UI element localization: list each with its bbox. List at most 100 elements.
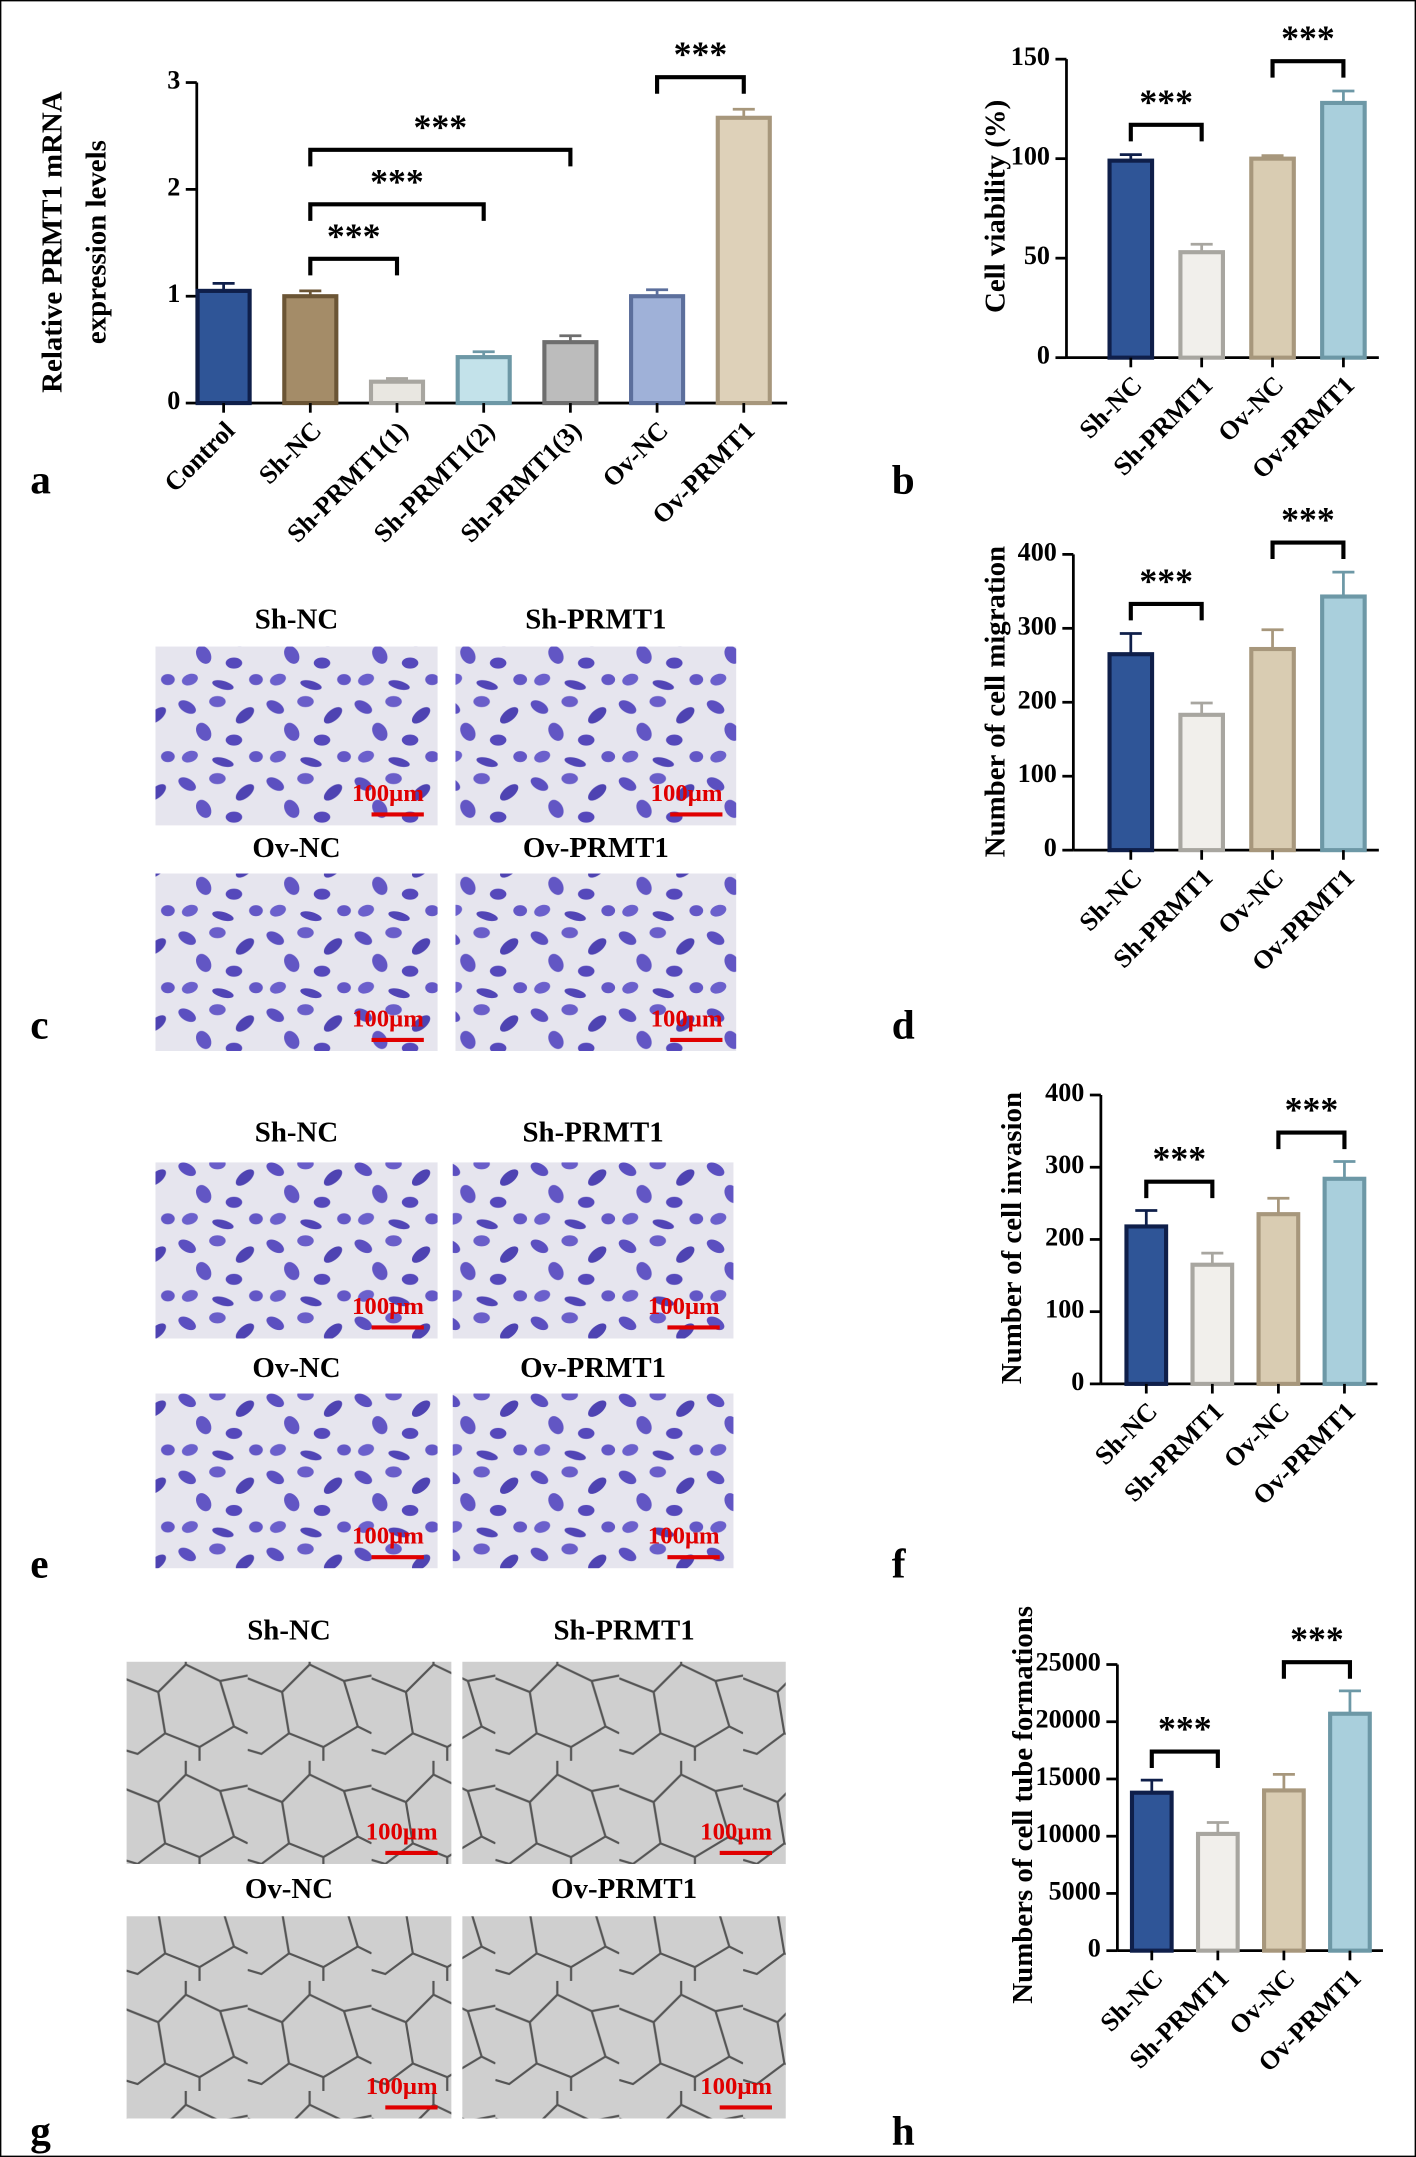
error-bar <box>1261 154 1284 159</box>
y-tick-label: 1 <box>167 279 180 308</box>
y-tick-label: 400 <box>1018 537 1057 566</box>
scale-bar-label: 100μm <box>366 1818 438 1845</box>
panel-letter: d <box>892 1001 915 1047</box>
image-title: Sh-NC <box>255 1117 338 1149</box>
significance-label: *** <box>1152 1139 1206 1179</box>
error-bar <box>299 289 322 297</box>
error-bar <box>1267 1196 1290 1215</box>
y-tick-label: 25000 <box>1036 1648 1101 1677</box>
error-bar <box>212 282 235 291</box>
micrograph <box>155 1393 438 1569</box>
error-bar <box>646 288 669 297</box>
image-title: Ov-PRMT1 <box>520 1352 666 1384</box>
micrograph <box>155 1162 438 1339</box>
bar <box>629 294 686 406</box>
micrograph <box>452 1393 734 1569</box>
micrograph <box>126 1916 452 2119</box>
significance-label: *** <box>1290 1619 1344 1659</box>
significance-bracket <box>1128 122 1204 142</box>
error-bar <box>1140 1778 1163 1793</box>
y-tick-label: 3 <box>167 66 180 95</box>
image-title: Ov-NC <box>245 1873 333 1905</box>
bar <box>715 115 772 406</box>
y-tick-label: 200 <box>1018 685 1057 714</box>
y-axis-label: Numbers of cell tube formations <box>1007 1606 1039 2004</box>
bar <box>1178 712 1225 853</box>
error-bar <box>1332 570 1355 597</box>
scale-bar-label: 100μm <box>648 1293 720 1320</box>
scale-bar-label: 100μm <box>700 1818 772 1845</box>
bar <box>1256 1212 1301 1386</box>
significance-bracket <box>1281 1660 1353 1679</box>
micrograph <box>455 646 737 826</box>
scale-bar-label: 100μm <box>700 2073 772 2100</box>
y-tick-label: 0 <box>1037 341 1050 370</box>
scale-bar-label: 100μm <box>352 1005 424 1032</box>
y-tick-label: 100 <box>1045 1295 1084 1324</box>
significance-label: *** <box>327 216 381 256</box>
significance-label: *** <box>414 107 468 147</box>
bar <box>1107 158 1155 360</box>
bar <box>1322 1176 1367 1386</box>
panel-letter: a <box>30 457 51 503</box>
significance-bracket <box>655 75 746 94</box>
y-tick-label: 300 <box>1018 611 1057 640</box>
panel-letter: g <box>30 2107 51 2153</box>
error-bar <box>472 350 495 358</box>
y-axis-label: Relative PRMT1 mRNA <box>37 91 69 393</box>
panel-letter: f <box>892 1541 907 1587</box>
panel-letter: b <box>892 457 915 503</box>
bar <box>455 355 512 406</box>
y-tick-label: 0 <box>167 386 180 415</box>
error-bar <box>1333 1160 1356 1179</box>
bar <box>1249 646 1296 853</box>
bar <box>282 294 339 406</box>
panel-letter: c <box>30 1001 48 1047</box>
significance-label: *** <box>1281 499 1335 539</box>
error-bar <box>1206 1821 1229 1834</box>
significance-label: *** <box>674 34 728 74</box>
significance-label: *** <box>1281 18 1335 58</box>
error-bar <box>559 334 582 343</box>
error-bar <box>1135 1209 1158 1227</box>
significance-label: *** <box>1285 1090 1339 1130</box>
error-bar <box>1332 89 1355 103</box>
scale-bar-label: 100μm <box>651 780 723 807</box>
significance-label: *** <box>370 161 424 201</box>
significance-bracket <box>1149 1749 1220 1769</box>
y-tick-label: 100 <box>1018 759 1057 788</box>
y-tick-label: 0 <box>1044 833 1057 862</box>
micrograph <box>455 873 737 1051</box>
panel-letter: h <box>892 2107 915 2153</box>
image-title: Ov-NC <box>252 1352 340 1384</box>
significance-bracket <box>308 202 486 221</box>
error-bar <box>1190 242 1213 253</box>
error-bar <box>1261 628 1284 650</box>
significance-bracket <box>1270 540 1346 560</box>
bar <box>1107 652 1155 853</box>
significance-bracket <box>1144 1179 1215 1199</box>
significance-bracket <box>1270 59 1346 78</box>
y-axis-label: Number of cell invasion <box>996 1092 1028 1384</box>
scale-bar-label: 100μm <box>366 2073 438 2100</box>
significance-bracket <box>308 256 400 276</box>
y-tick-label: 400 <box>1045 1078 1084 1107</box>
y-tick-label: 0 <box>1088 1934 1101 1963</box>
bar <box>1320 594 1367 853</box>
y-tick-label: 100 <box>1011 142 1050 171</box>
bar <box>1195 1831 1240 1953</box>
bar <box>1328 1711 1372 1953</box>
error-bar <box>1338 1689 1361 1714</box>
significance-label: *** <box>1139 561 1193 601</box>
micrograph <box>452 1162 734 1339</box>
bar <box>368 379 426 406</box>
image-title: Sh-PRMT1 <box>522 1117 663 1149</box>
scale-bar-label: 100μm <box>352 1293 424 1320</box>
y-tick-label: 2 <box>167 172 180 201</box>
significance-label: *** <box>1158 1708 1212 1748</box>
image-title: Ov-NC <box>252 832 340 864</box>
scale-bar-label: 100μm <box>648 1523 720 1550</box>
bar <box>542 340 599 406</box>
image-title: Sh-NC <box>255 603 338 635</box>
bar <box>1129 1790 1174 1953</box>
